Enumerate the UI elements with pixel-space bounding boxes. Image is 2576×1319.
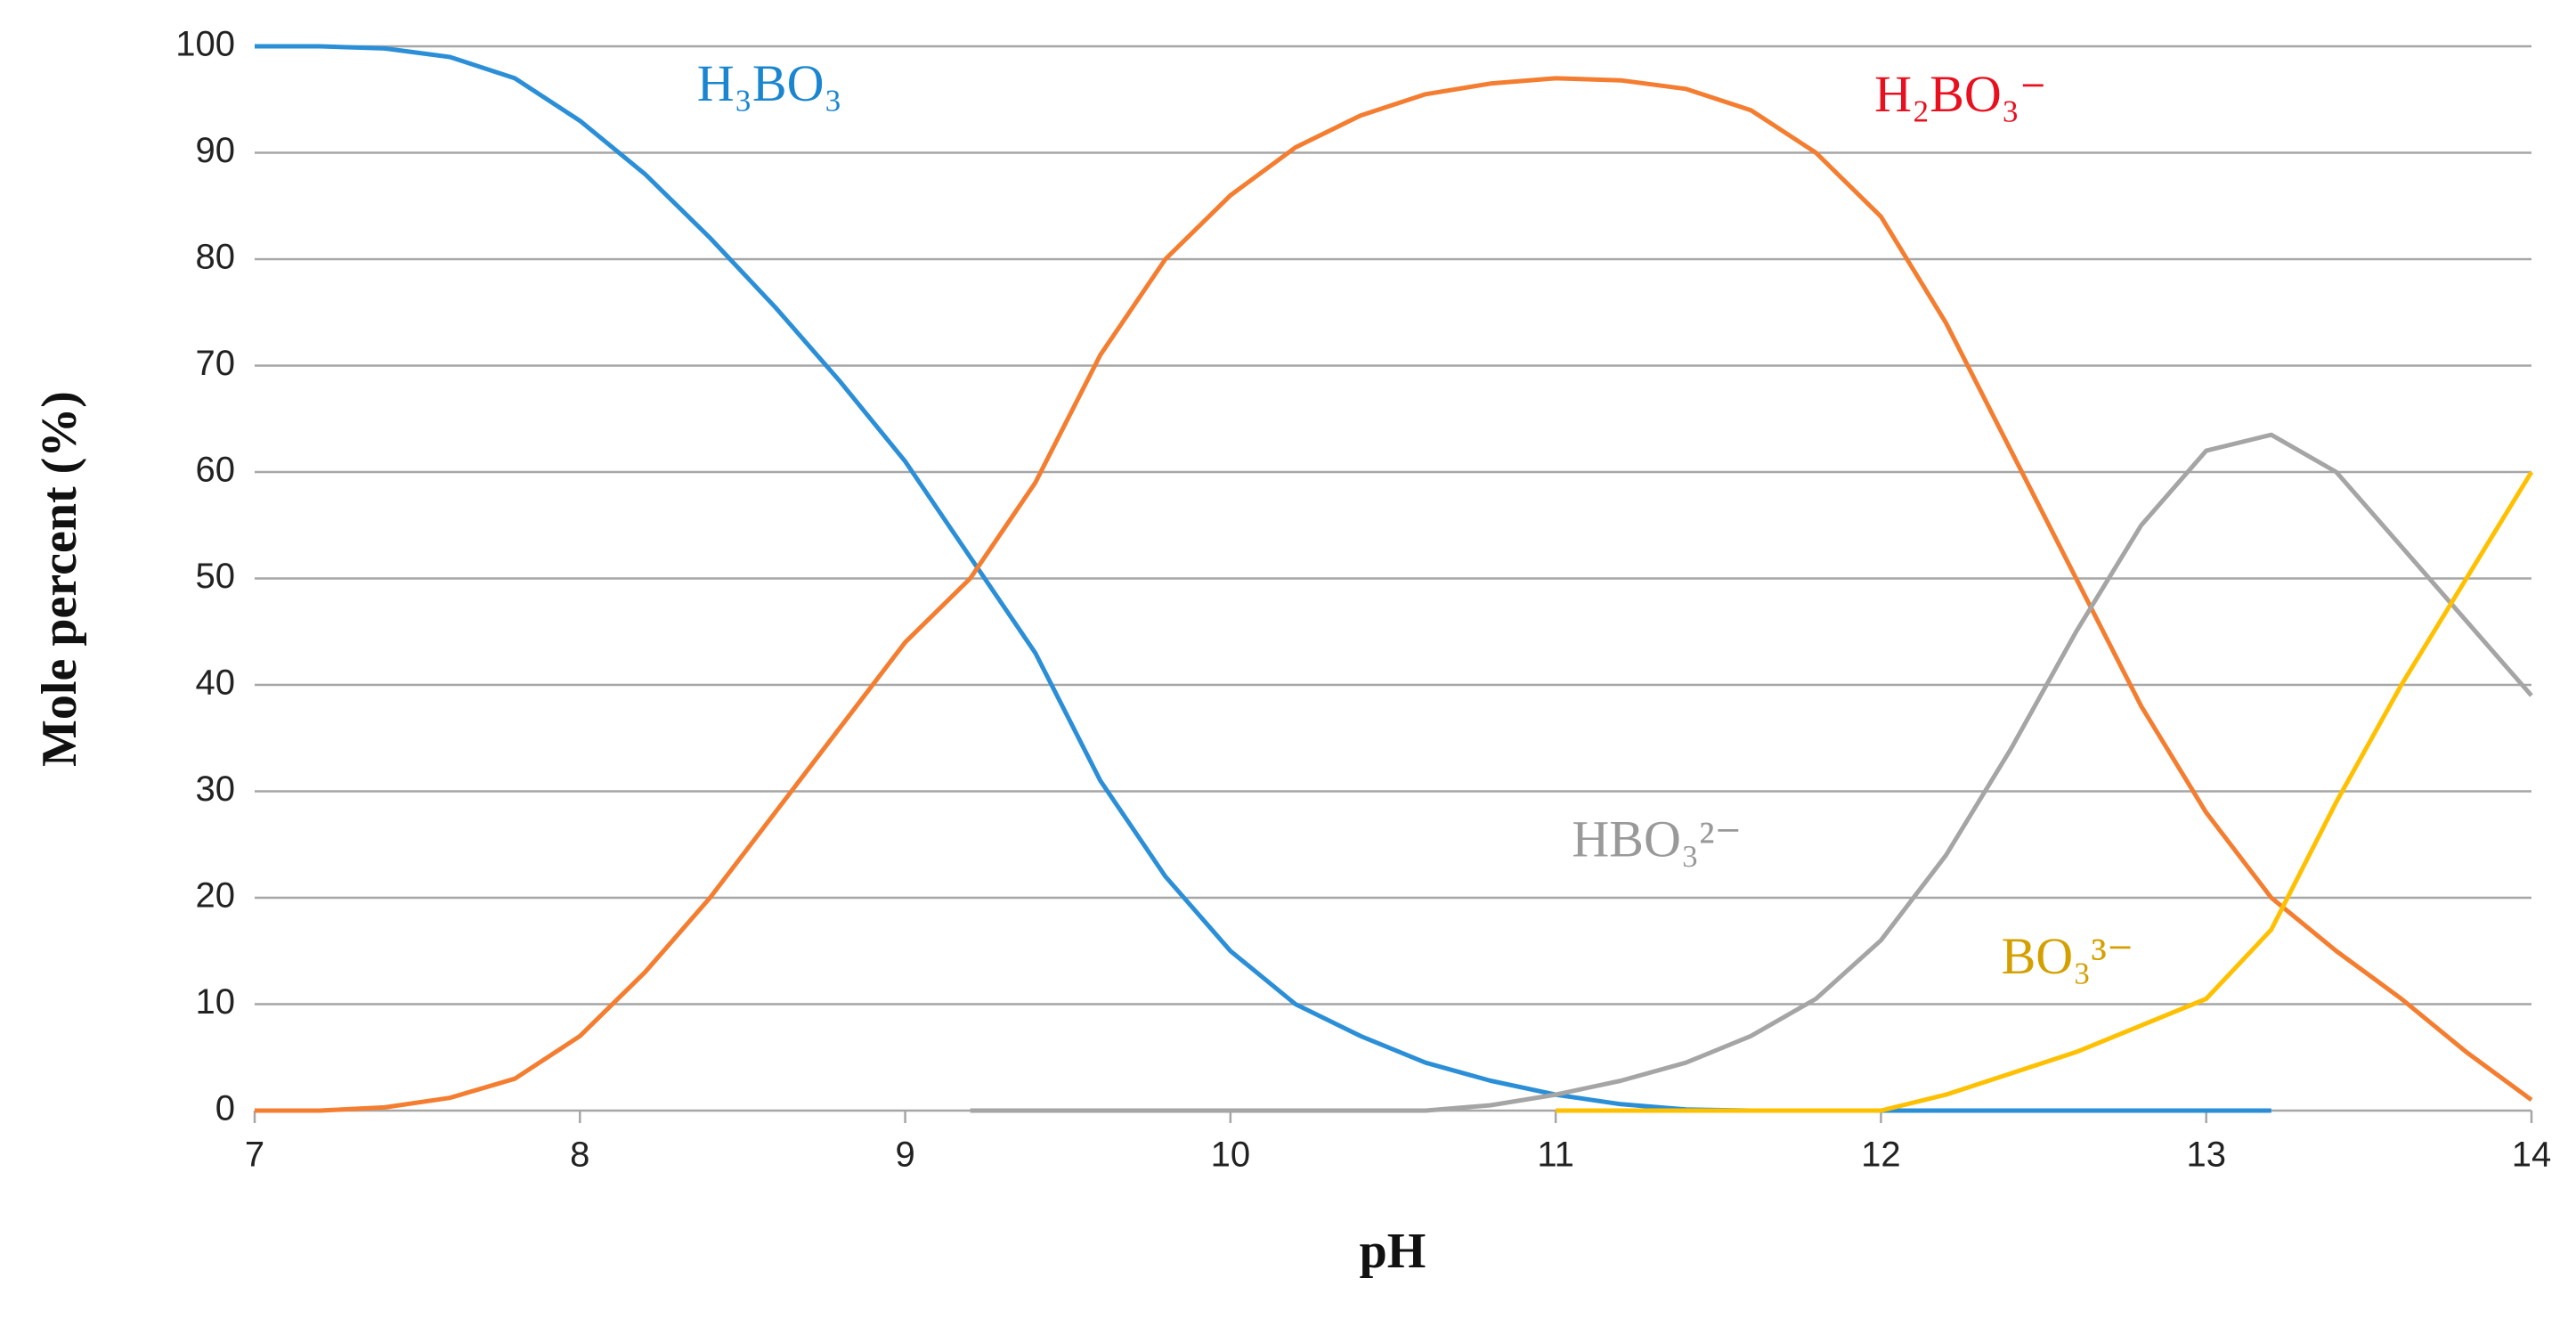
series-label: HBO₃²⁻: [1572, 810, 1742, 868]
y-axis-title: Mole percent (%): [32, 391, 87, 767]
series-line: [1556, 470, 2534, 1113]
y-tick-label: 80: [196, 238, 236, 277]
x-tick-label: 11: [1537, 1136, 1574, 1175]
y-tick-label: 30: [196, 769, 236, 809]
y-tick-label: 70: [196, 344, 236, 383]
series-label: H₂BO₃⁻: [1874, 65, 2047, 123]
x-tick-label: 9: [895, 1136, 914, 1175]
y-tick-label: 10: [196, 982, 236, 1022]
y-tick-label: 0: [215, 1089, 235, 1128]
y-tick-label: 50: [196, 557, 236, 596]
x-tick-label: 7: [245, 1136, 264, 1175]
y-tick-label: 20: [196, 876, 236, 916]
x-axis-title: pH: [1360, 1224, 1426, 1279]
x-tick-label: 10: [1211, 1136, 1251, 1175]
y-tick-label: 60: [196, 451, 236, 490]
series-line: [970, 432, 2533, 1113]
series-label: BO₃³⁻: [2002, 927, 2134, 985]
series-label: H₃BO₃: [697, 54, 842, 112]
x-tick-label: 14: [2512, 1136, 2552, 1175]
y-tick-label: 90: [196, 131, 236, 170]
y-tick-label: 40: [196, 664, 236, 703]
y-tick-label: 100: [175, 25, 235, 64]
x-tick-label: 8: [570, 1136, 589, 1175]
series-line: [255, 44, 2271, 1113]
x-tick-label: 13: [2186, 1136, 2226, 1175]
series-line: [255, 76, 2533, 1113]
x-tick-label: 12: [1861, 1136, 1901, 1175]
